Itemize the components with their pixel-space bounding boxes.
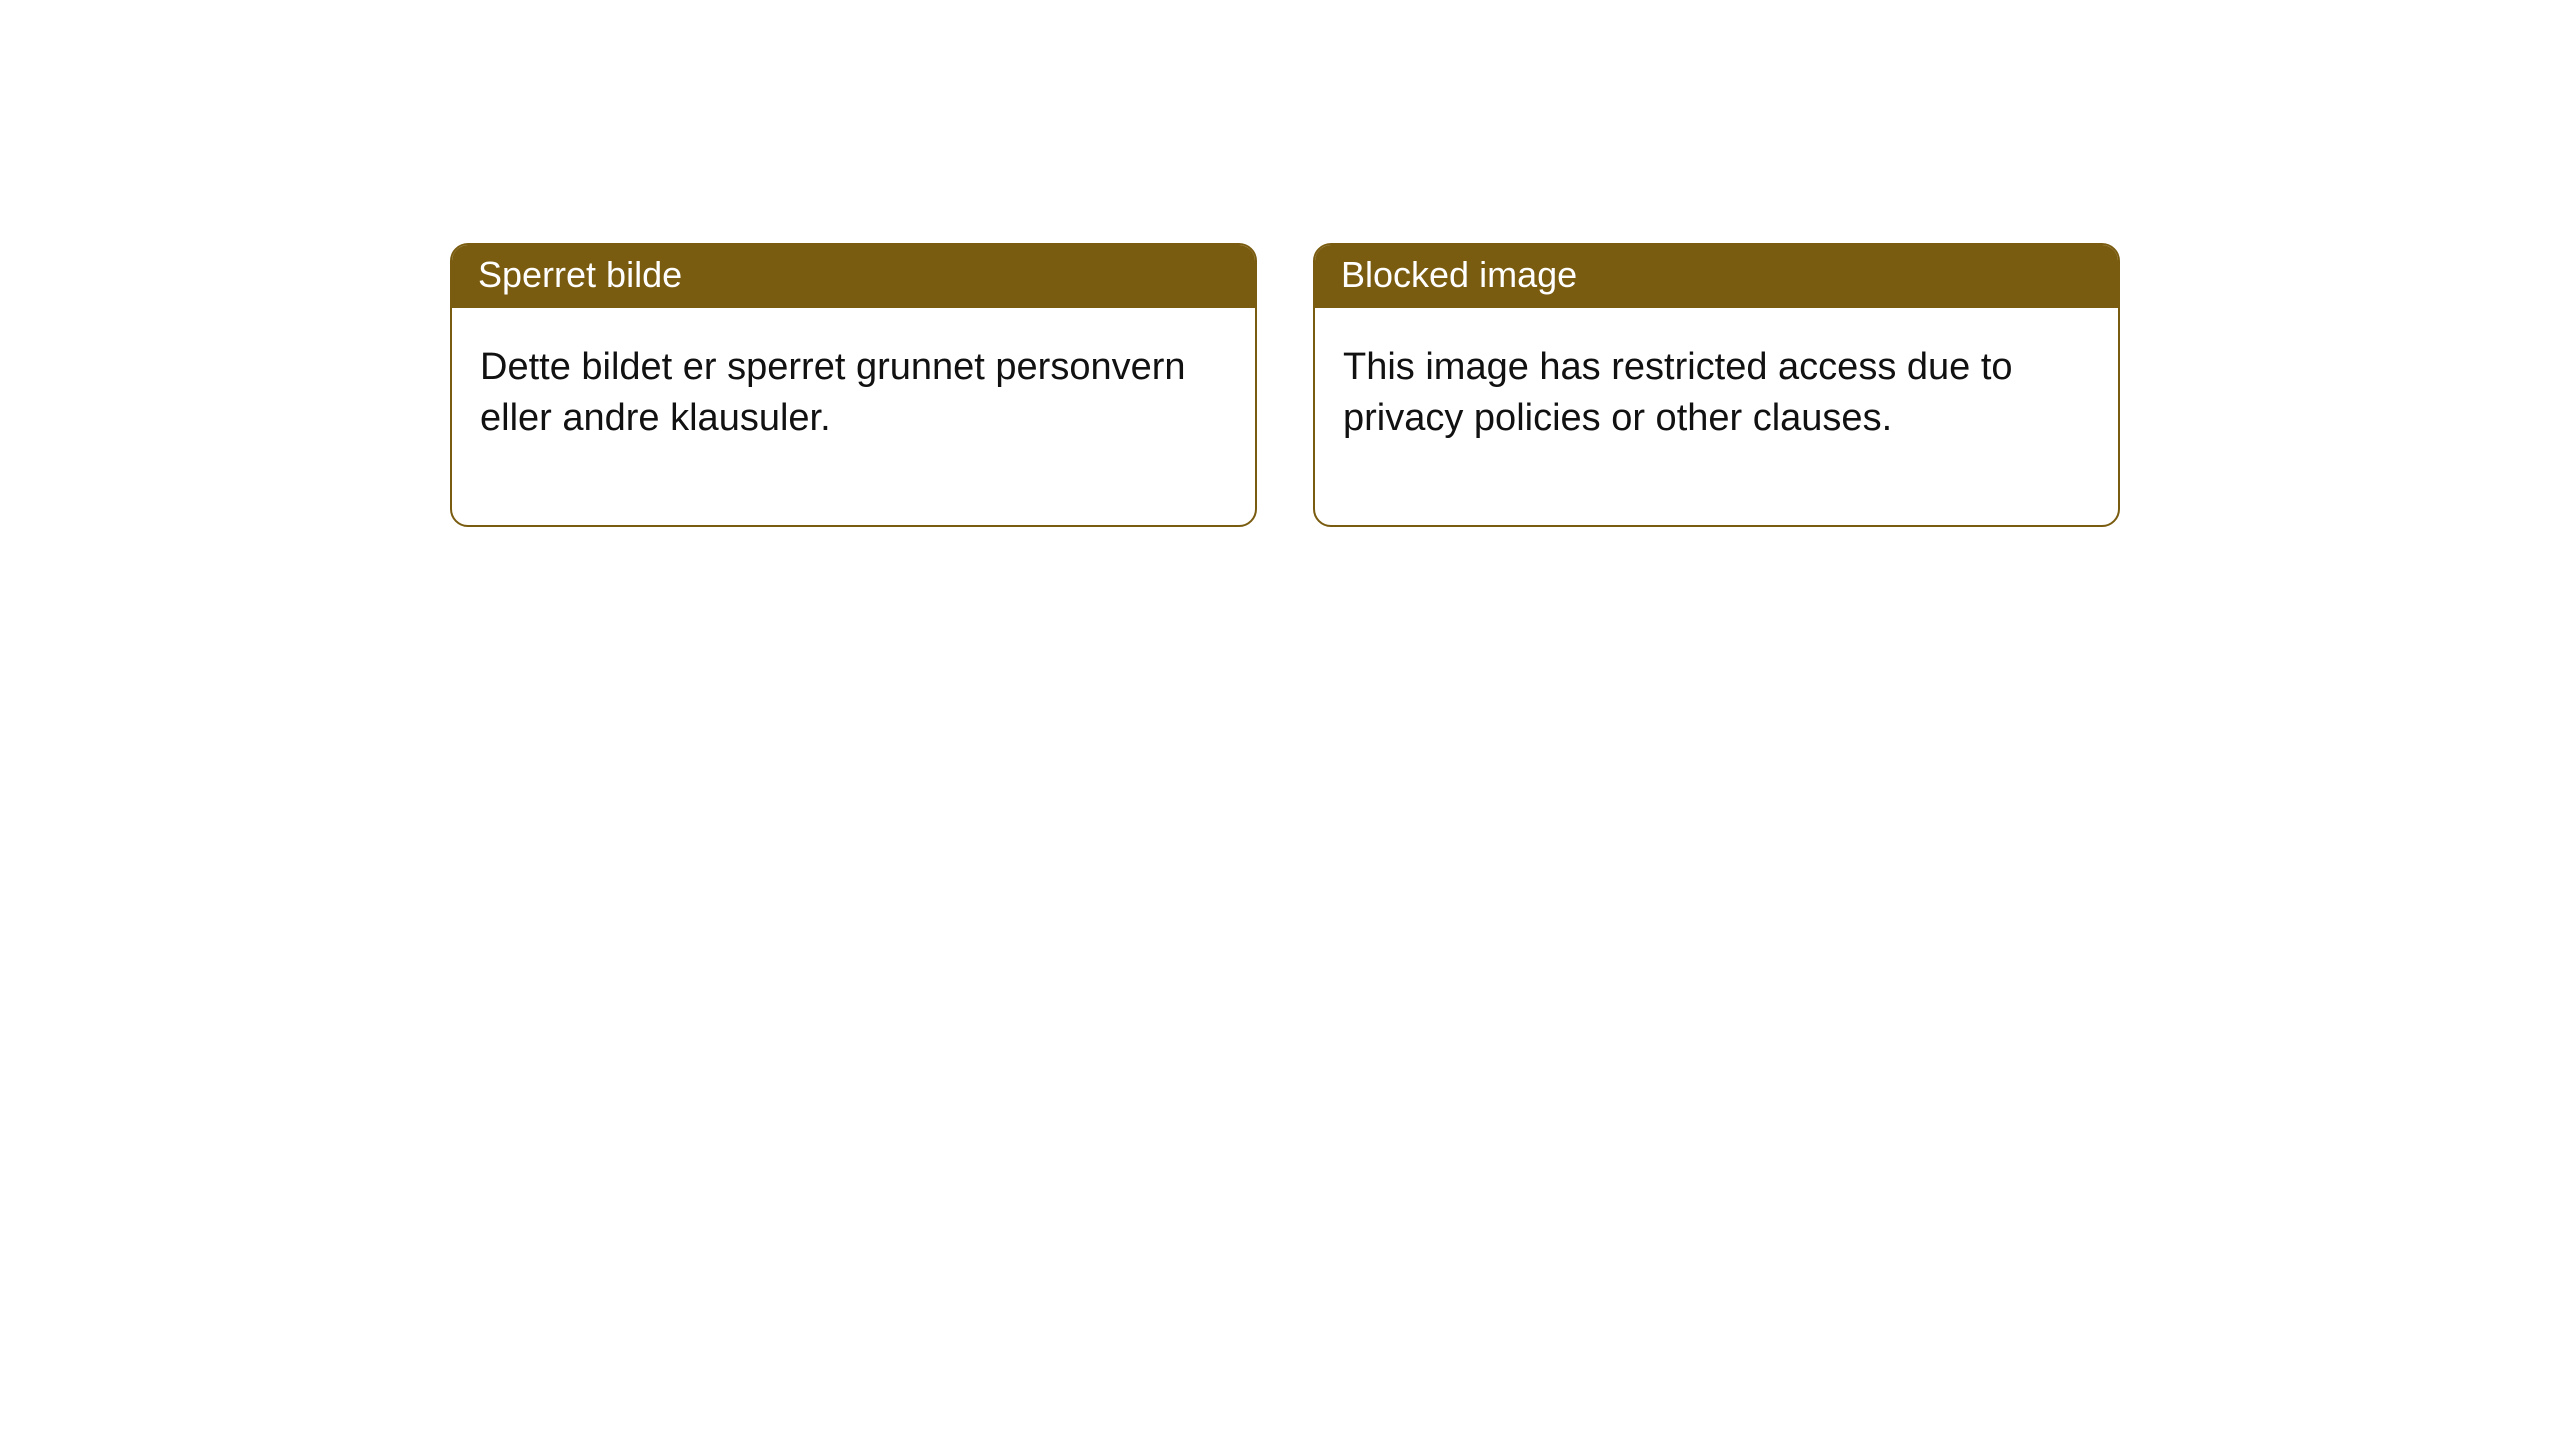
notice-card-title: Sperret bilde: [452, 245, 1255, 308]
notice-card-title: Blocked image: [1315, 245, 2118, 308]
notice-card-body: This image has restricted access due to …: [1315, 308, 2118, 525]
notice-cards-container: Sperret bilde Dette bildet er sperret gr…: [0, 0, 2560, 527]
notice-card-norwegian: Sperret bilde Dette bildet er sperret gr…: [450, 243, 1257, 527]
notice-card-english: Blocked image This image has restricted …: [1313, 243, 2120, 527]
notice-card-body: Dette bildet er sperret grunnet personve…: [452, 308, 1255, 525]
